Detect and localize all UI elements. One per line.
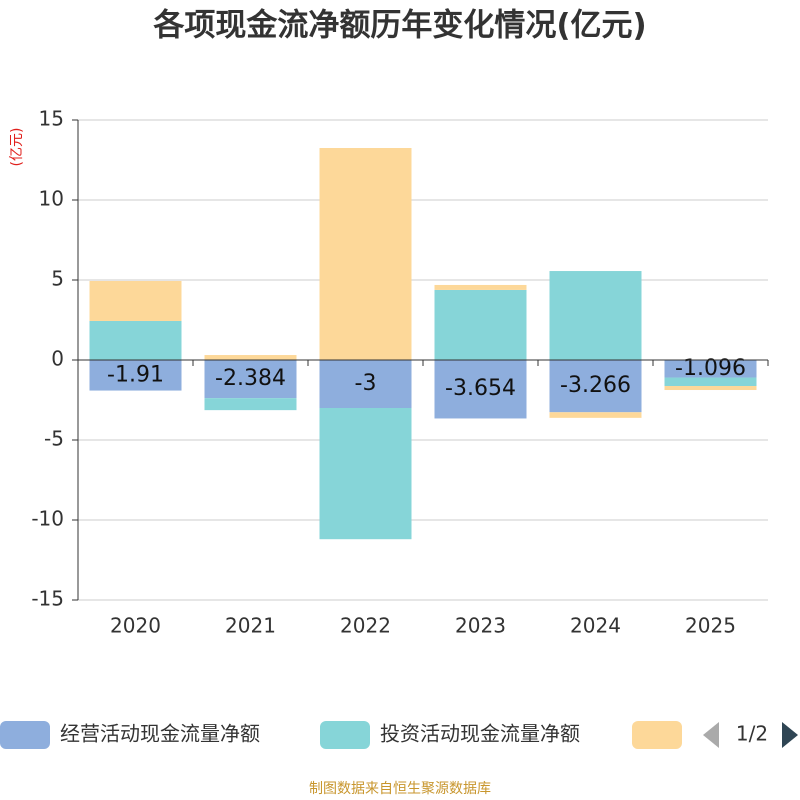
bar — [549, 271, 642, 360]
legend-swatch[interactable] — [320, 721, 370, 749]
bar — [319, 148, 412, 360]
y-tick-label: 15 — [39, 107, 64, 131]
data-label: -2.384 — [215, 366, 286, 391]
y-axis-label: (亿元) — [9, 128, 25, 167]
y-tick-label: -15 — [31, 587, 64, 611]
bar — [204, 360, 297, 399]
bar — [204, 355, 297, 360]
bar — [319, 408, 412, 540]
bar — [89, 280, 182, 321]
chart-title: 各项现金流净额历年变化情况(亿元) — [152, 8, 646, 44]
bar — [434, 360, 527, 419]
data-label: -3.266 — [560, 373, 631, 398]
legend-label: 投资活动现金流量净额 — [380, 722, 580, 746]
x-tick-label: 2020 — [110, 614, 161, 638]
bar — [549, 412, 642, 418]
legend-next[interactable] — [782, 722, 798, 748]
x-tick-label: 2025 — [685, 614, 736, 638]
y-tick-label: 0 — [51, 347, 64, 371]
x-tick-label: 2023 — [455, 614, 506, 638]
legend-swatch[interactable] — [632, 721, 682, 749]
legend-swatch[interactable] — [0, 721, 50, 749]
legend-prev[interactable] — [703, 722, 719, 748]
bar — [664, 377, 757, 387]
data-label: -3 — [355, 371, 377, 396]
bar — [664, 360, 757, 378]
x-tick-label: 2024 — [570, 614, 621, 638]
y-tick-label: -10 — [31, 507, 64, 531]
bar — [89, 320, 182, 360]
y-tick-label: 10 — [39, 187, 64, 211]
bar — [89, 360, 182, 391]
bar — [549, 360, 642, 413]
x-tick-label: 2021 — [225, 614, 276, 638]
bar — [664, 386, 757, 391]
bar — [434, 284, 527, 290]
bar — [434, 289, 527, 360]
legend-label: 经营活动现金流量净额 — [60, 722, 260, 746]
y-tick-label: -5 — [44, 427, 64, 451]
data-label: -3.654 — [445, 376, 516, 401]
data-label: -1.91 — [107, 362, 164, 387]
legend-page: 1/2 — [736, 722, 768, 746]
bar — [204, 398, 297, 411]
x-tick-label: 2022 — [340, 614, 391, 638]
y-tick-label: 5 — [51, 267, 64, 291]
bar — [319, 360, 412, 408]
source-note: 制图数据来自恒生聚源数据库 — [309, 781, 491, 797]
